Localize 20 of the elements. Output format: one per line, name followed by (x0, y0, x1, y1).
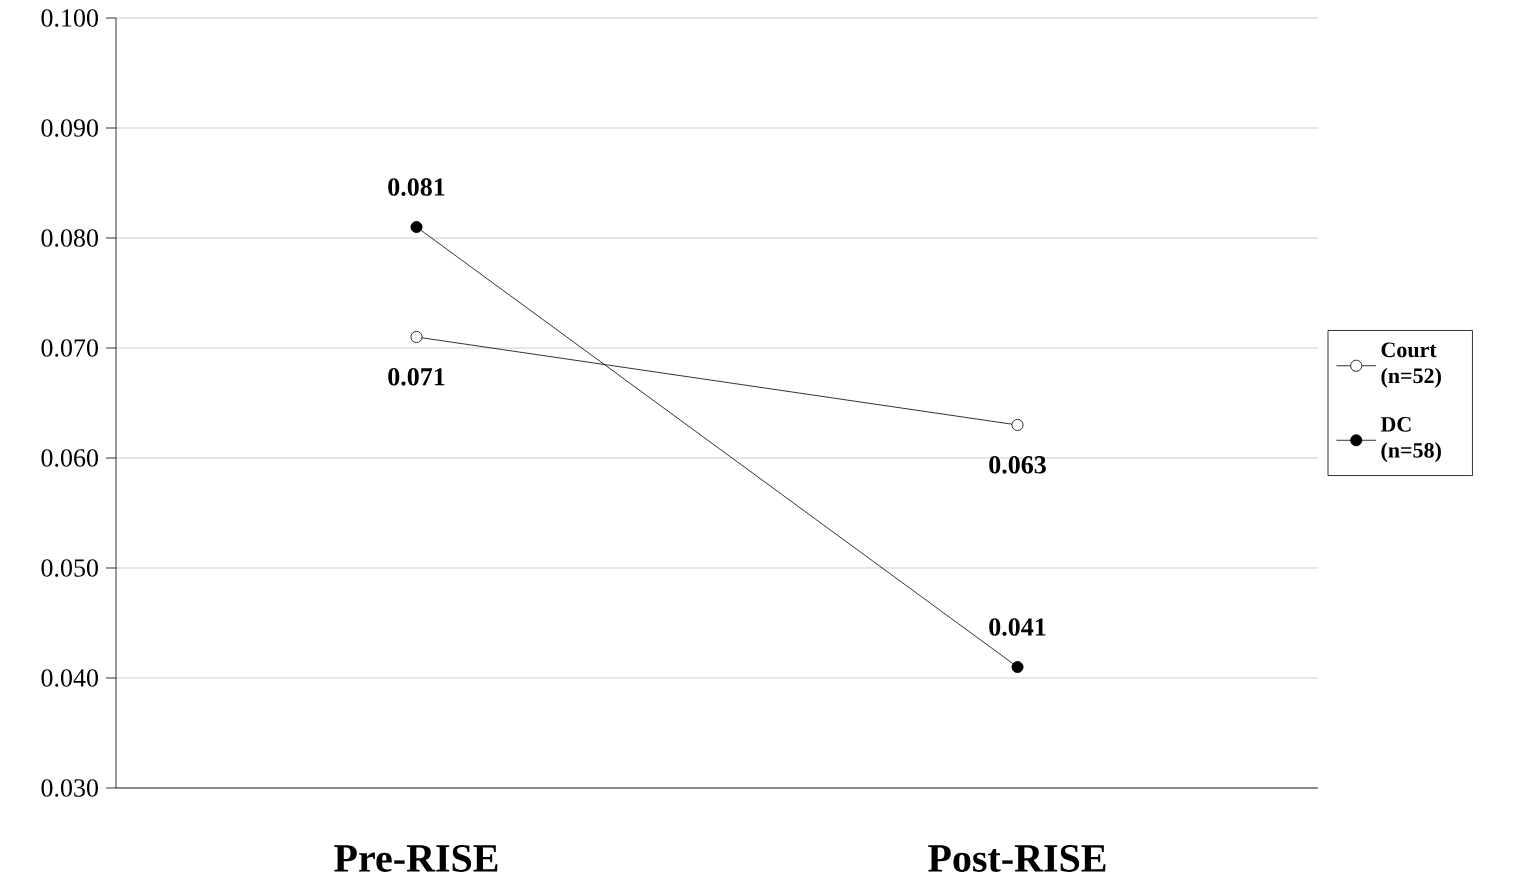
y-tick-label: 0.090 (41, 119, 98, 138)
y-tick-label: 0.080 (41, 229, 98, 248)
x-tick-label: Post-RISE (928, 845, 1106, 873)
point (410, 331, 423, 344)
data-label: 0.081 (388, 178, 445, 197)
legend-label: Court (n=52) (1381, 342, 1441, 388)
data-label: 0.071 (388, 368, 445, 386)
point (1011, 419, 1024, 432)
y-tick-label: 0.100 (41, 9, 98, 28)
data-label: 0.063 (989, 456, 1046, 474)
data-label: 0.041 (989, 618, 1046, 637)
x-tick-label: Pre-RISE (334, 845, 498, 873)
point (410, 221, 423, 234)
y-tick-label: 0.050 (41, 559, 98, 578)
y-tick-label: 0.030 (41, 779, 98, 798)
y-tick-label: 0.060 (41, 449, 98, 468)
legend-label: DC (n=58) (1380, 417, 1441, 463)
y-tick-label: 0.070 (41, 339, 98, 358)
y-tick-label: 0.040 (41, 669, 98, 688)
point (1011, 661, 1024, 674)
